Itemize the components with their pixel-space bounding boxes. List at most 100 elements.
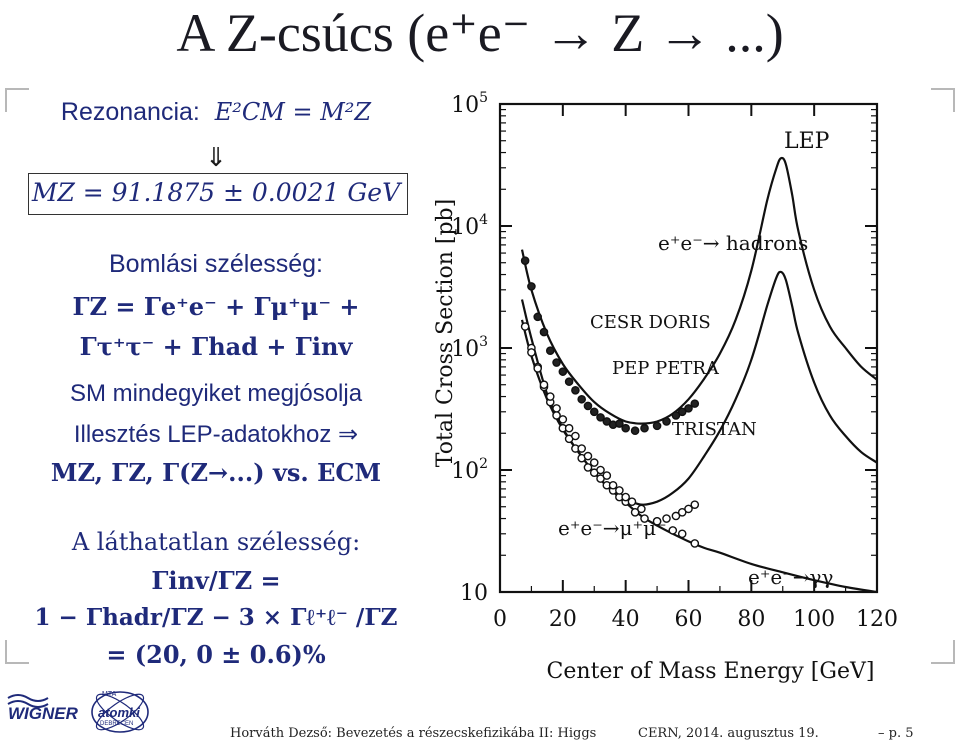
data-point-series-6 (596, 465, 605, 475)
data-point-series-4 (533, 312, 542, 322)
data-point-series-4 (527, 282, 536, 291)
data-point-series-6 (677, 529, 687, 539)
cross-section-chart: 10 102 103 104 105 0 20 40 60 80 100 120 Center of M… (432, 90, 960, 690)
x-tick-label: 80 (737, 607, 765, 632)
x-tick-label: 120 (856, 607, 898, 632)
data-point-series-6 (589, 458, 599, 467)
y-tick-label: 104 (451, 212, 488, 240)
data-point-series-4 (662, 417, 671, 426)
frame-corner-bottom-right (931, 640, 955, 664)
footer-page: – p. 5 (878, 726, 914, 741)
x-tick-label: 20 (549, 607, 577, 632)
implies-down-arrow: ⇓ (205, 142, 227, 172)
data-point-series-6 (571, 431, 580, 441)
mta-logo-text: MTA (102, 691, 117, 698)
y-tick-label: 102 (451, 456, 488, 484)
slide-title: A Z-csúcs (e⁺e⁻ → Z → ...) (176, 3, 784, 63)
data-point-series-6 (668, 526, 678, 535)
annotation-mumu: e⁺e⁻→μ⁺μ⁻ (558, 516, 667, 540)
data-point-series-4 (589, 407, 599, 417)
data-point-series-6 (577, 444, 586, 453)
mz-gz-vs-ecm: MZ, ΓZ, Γ(Z→...) vs. ECM (50, 458, 382, 487)
data-point-series-4 (615, 419, 624, 428)
data-point-series-4 (596, 413, 605, 422)
y-tick-label: 103 (451, 334, 488, 362)
wigner-logo-text: WIGNER (8, 704, 78, 723)
data-point-series-4 (677, 407, 687, 417)
data-point-series-6 (627, 497, 637, 506)
data-point-series-4 (520, 256, 530, 265)
annotation-gammagamma: e⁺e⁻→γγ (748, 565, 833, 589)
ginv-line2: 1 − Γhadr/ΓZ − 3 × Γℓ⁺ℓ⁻ /ΓZ (34, 604, 398, 631)
x-tick-label: 0 (493, 607, 507, 632)
data-point-series-4 (671, 411, 681, 420)
data-point-series-6 (539, 380, 549, 390)
data-point-series-4 (684, 404, 693, 413)
lathatatlan-heading: A láthatatlan szélesség: (71, 528, 361, 556)
data-point-series-5 (630, 508, 640, 517)
x-tick-label: 40 (612, 607, 640, 632)
data-point-series-4 (558, 367, 568, 376)
data-point-series-4 (577, 394, 586, 404)
annotation-pep-petra: PEP PETRA (612, 358, 720, 379)
sm-prediction-text: SM mindegyiket megjósolja (69, 380, 363, 407)
slide-footer: Horváth Dezső: Bevezetés a részecskefizi… (230, 722, 960, 741)
data-point-series-6 (637, 504, 646, 514)
wigner-atomki-logo: WIGNER MTA atomki DEBRECEN (2, 678, 182, 740)
y-axis-label: Total Cross Section [pb] (433, 199, 458, 467)
data-point-series-6 (652, 516, 662, 526)
annotation-tristan: TRISTAN (672, 419, 757, 440)
mz-result-box (28, 173, 408, 215)
y-tick-label: 10 (460, 581, 488, 606)
data-point-series-4 (583, 401, 593, 411)
illesztes-text: Illesztés LEP-adatokhoz ⇒ (73, 421, 359, 448)
data-point-series-6 (621, 492, 630, 502)
annotation-lep: LEP (784, 129, 830, 154)
data-point-series-6 (552, 404, 561, 413)
data-point-series-6 (602, 471, 612, 480)
data-point-series-5 (583, 463, 593, 472)
mz-formula-text: MZ = 91.1875 ± 0.0021 GeV (31, 178, 401, 207)
data-point-series-5 (684, 504, 693, 514)
data-point-series-5 (690, 500, 700, 509)
atomki-logo-text: atomki (98, 705, 140, 720)
data-point-series-6 (545, 392, 555, 401)
data-point-series-6 (690, 539, 700, 548)
data-point-series-4 (539, 327, 549, 337)
bomlasi-szelesseg: Bomlási szélesség: (109, 250, 323, 278)
x-tick-label: 100 (793, 607, 835, 632)
footer-place-date: CERN, 2014. augusztus 19. (638, 726, 819, 741)
data-point-series-6 (583, 451, 593, 461)
data-point-series-4 (621, 423, 630, 433)
annotation-cesr-doris: CESR DORIS (590, 312, 711, 333)
data-point-series-6 (527, 348, 536, 357)
x-tick-label: 60 (675, 607, 703, 632)
data-point-series-6 (564, 423, 574, 433)
mz-formula: MZ = 91.1875 ± 0.0021 GeV (0, 178, 432, 208)
data-point-series-6 (608, 480, 618, 490)
data-point-series-4 (564, 377, 574, 386)
data-point-series-4 (571, 386, 580, 395)
annotation-hadrons: e⁺e⁻→ hadrons (658, 231, 808, 255)
ginv-line3: = (20, 0 ± 0.6)% (106, 640, 326, 669)
gamma-sum-line1: ΓZ = Γe⁺e⁻ + Γμ⁺μ⁻ + (72, 292, 360, 321)
frame-corner-top-right (931, 88, 955, 112)
footer-author: Horváth Dezső: Bevezetés a részecskefizi… (230, 726, 597, 741)
data-point-series-4 (652, 421, 662, 431)
data-point-series-5 (677, 508, 687, 517)
gamma-sum-line2: Γτ⁺τ⁻ + Γhad + Γinv (79, 332, 353, 361)
frame-corner-top-left (5, 88, 29, 112)
rezonancia-line: Rezonancia: E²CM = M²Z (0, 98, 432, 136)
data-point-series-5 (671, 511, 681, 521)
data-point-series-6 (615, 486, 624, 495)
frame-corner-bottom-left (5, 640, 29, 664)
debrecen-logo-text: DEBRECEN (100, 721, 134, 727)
series-curve-1 (520, 156, 878, 425)
y-tick-label: 105 (451, 90, 488, 118)
data-point-series-4 (690, 399, 700, 408)
data-point-series-4 (640, 423, 649, 433)
ginv-line1: Γinv/ΓZ = (151, 566, 281, 595)
rezonancia-formula: E²CM = M²Z (214, 98, 372, 126)
data-point-series-5 (662, 514, 671, 523)
rezonancia-label: Rezonancia: (60, 98, 200, 126)
